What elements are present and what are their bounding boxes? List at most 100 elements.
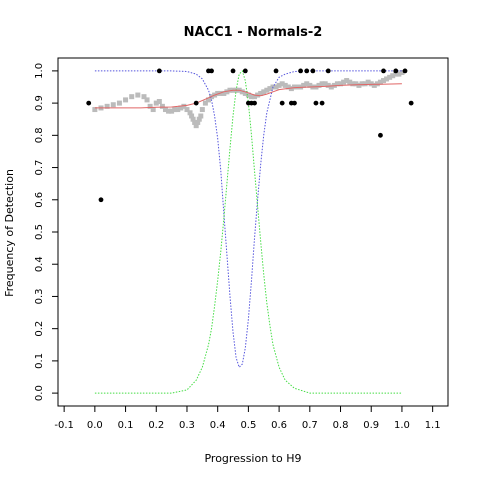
plot-frame (57, 57, 449, 407)
smoothed-point (390, 73, 396, 79)
smoothed-point (189, 113, 195, 119)
observed-point (304, 68, 310, 74)
smoothed-point (304, 81, 310, 87)
smoothed-point (334, 81, 340, 87)
smoothed-point (239, 89, 245, 95)
smoothed-point (353, 81, 359, 87)
smoothed-point (181, 103, 187, 109)
smoothed-point (282, 82, 288, 88)
observed-point (292, 100, 297, 106)
y-tick-label: 0.6 (34, 192, 45, 208)
y-tick-label: 0.4 (34, 256, 45, 272)
y-tick-label: 0.0 (34, 385, 45, 401)
smoothed-point (135, 92, 141, 98)
observed-point (230, 68, 236, 74)
observed-point (313, 100, 319, 106)
smoothed-point (159, 103, 165, 109)
observed-point (273, 68, 279, 74)
observed-point (319, 100, 325, 106)
observed-point (325, 68, 331, 74)
smoothed-point (195, 119, 201, 125)
smoothed-point (258, 90, 264, 96)
smoothed-point (150, 107, 156, 113)
smoothed-point (365, 79, 371, 85)
smoothed-point (319, 81, 325, 87)
smoothed-point (344, 78, 350, 84)
observed-point (193, 100, 199, 106)
smoothed-point (116, 100, 122, 106)
smoothed-point (218, 90, 224, 96)
smoothed-point (190, 116, 196, 122)
smoothed-point (377, 79, 383, 85)
smoothed-point (104, 103, 110, 109)
smoothed-point (368, 81, 374, 87)
smoothed-point (153, 100, 159, 106)
y-tick-label: 0.5 (34, 224, 45, 240)
smoothed-point (362, 81, 368, 87)
smoothed-point (178, 105, 184, 111)
smoothed-point (245, 92, 251, 98)
x-tick-label: -0.1 (54, 420, 74, 431)
y-axis-label: Frequency of Detection (3, 169, 16, 297)
smoothed-point (193, 123, 199, 129)
smoothed-point (301, 82, 307, 88)
x-tick-label: 0.1 (118, 420, 134, 431)
smoothed-point (267, 86, 273, 92)
smoothed-point (291, 84, 297, 90)
smoothed-point (156, 99, 162, 104)
observed-point (310, 68, 316, 74)
x-tick-label: 0.9 (363, 420, 379, 431)
smoothed-point (166, 108, 172, 114)
smoothed-point (110, 102, 116, 108)
observed-point (378, 132, 383, 138)
smoothed-point (199, 107, 205, 113)
smoothed-point (273, 84, 279, 90)
smoothed-point (169, 108, 175, 114)
x-tick-label: 0.5 (240, 420, 256, 431)
x-tick-label: 1.1 (425, 420, 441, 431)
plot-area (86, 68, 414, 394)
observed-point (381, 68, 386, 74)
chart-title: NACC1 - Normals-2 (184, 25, 323, 40)
y-tick-label: 0.7 (34, 160, 45, 176)
observed-point (209, 68, 214, 74)
observed-point (408, 100, 414, 106)
y-tick-label: 0.9 (34, 95, 45, 111)
y-tick-label: 1.0 (34, 63, 45, 79)
y-tick-label: 0.3 (34, 288, 45, 304)
smoothed-point (338, 81, 344, 87)
smoothed-point (356, 82, 362, 88)
observed-point (242, 68, 248, 74)
smoothed-point (279, 81, 285, 87)
smoothed-point (322, 81, 328, 87)
smoothed-point (205, 97, 211, 103)
x-tick-label: 0.3 (179, 420, 195, 431)
smoothed-point (184, 107, 190, 113)
smoothed-point (359, 81, 365, 87)
y-tick-label: 0.2 (34, 321, 45, 337)
smoothed-point (350, 81, 356, 87)
smoothed-point (162, 107, 168, 113)
blue-curve-line (94, 70, 402, 369)
smoothed-point (384, 76, 390, 82)
smoothed-point (393, 71, 399, 77)
smoothed-point (202, 100, 208, 106)
x-axis: -0.1 0.0 0.1 0.2 0.3 0.4 0.5 0.6 0.7 0.8 0.9 1.0 1.1 (54, 405, 441, 431)
smoothed-point (224, 89, 230, 95)
y-axis: 0.0 0.1 0.2 0.3 0.4 0.5 0.6 0.7 0.8 0.9 1.0 (34, 63, 59, 401)
smoothed-point (187, 110, 193, 116)
smoothed-point (192, 119, 198, 125)
y-tick-label: 0.1 (34, 353, 45, 369)
smoothed-point (129, 94, 135, 100)
smoothed-point (175, 107, 181, 113)
smoothed-point (141, 94, 147, 100)
y-tick-label: 0.8 (34, 127, 45, 143)
observed-point (252, 100, 257, 106)
smoothed-point (172, 107, 178, 113)
smoothed-point (261, 89, 267, 95)
smoothed-point (92, 107, 98, 113)
smoothed-point (396, 71, 402, 77)
smoothed-point (264, 87, 270, 93)
smoothed-point (144, 97, 150, 103)
